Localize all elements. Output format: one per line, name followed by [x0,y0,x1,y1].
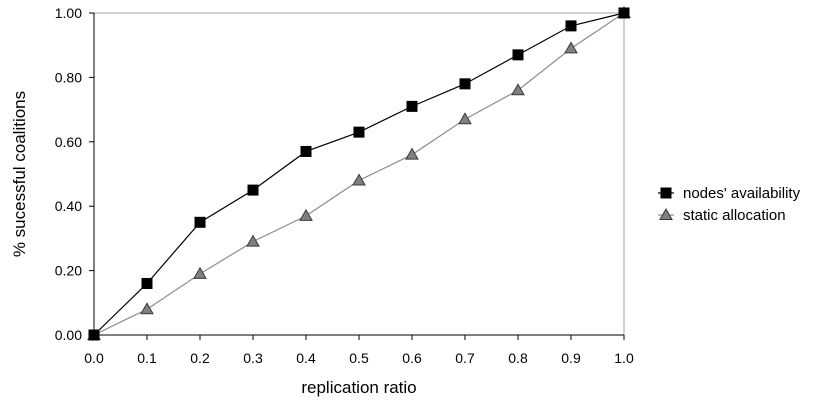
y-tick-label: 0.20 [55,263,82,279]
x-tick-label: 0.7 [455,350,475,366]
legend-triangle-marker [659,207,673,220]
data-point-square [300,145,312,157]
data-point-triangle [511,83,525,96]
x-tick-label: 0.0 [84,350,104,366]
x-tick-label: 0.2 [190,350,210,366]
y-tick-label: 1.00 [55,5,82,21]
legend-label: nodes' availability [683,185,801,202]
data-point-square [512,49,524,61]
legend: nodes' availability static allocation [658,185,801,224]
x-axis-title: replication ratio [301,378,416,397]
data-point-triangle [458,112,472,125]
x-tick-label: 0.1 [137,350,157,366]
y-axis: 0.00 0.20 0.40 0.60 0.80 1.00 [55,5,95,343]
data-point-triangle [352,173,366,186]
data-point-square [88,329,100,341]
x-tick-label: 1.0 [614,350,634,366]
x-axis: 0.0 0.1 0.2 0.3 0.4 0.5 0.6 0.7 0.8 0.9 1.0 [84,334,634,366]
data-point-square [406,100,418,112]
x-tick-label: 0.6 [402,350,422,366]
y-tick-label: 0.80 [55,69,82,85]
legend-square-marker [660,187,672,199]
data-point-square [194,216,206,228]
y-axis-title: % sucessful coalitions [10,91,29,257]
data-point-triangle [193,266,207,279]
y-tick-label: 0.00 [55,327,82,343]
data-point-square [141,277,153,289]
y-tick-label: 0.60 [55,134,82,150]
series-markers [87,5,631,341]
x-tick-label: 0.9 [561,350,581,366]
x-tick-label: 0.4 [296,350,316,366]
x-tick-label: 0.5 [349,350,369,366]
data-point-triangle [299,208,313,221]
data-point-triangle [564,41,578,54]
data-point-square [459,78,471,90]
data-point-square [565,20,577,32]
data-point-square [618,7,630,19]
data-point-triangle [140,302,154,315]
y-tick-label: 0.40 [55,198,82,214]
legend-label: static allocation [683,207,786,224]
data-point-triangle [246,234,260,247]
data-point-square [353,126,365,138]
x-tick-label: 0.3 [243,350,263,366]
data-point-square [247,184,259,196]
data-point-triangle [405,147,419,160]
x-tick-label: 0.8 [508,350,528,366]
